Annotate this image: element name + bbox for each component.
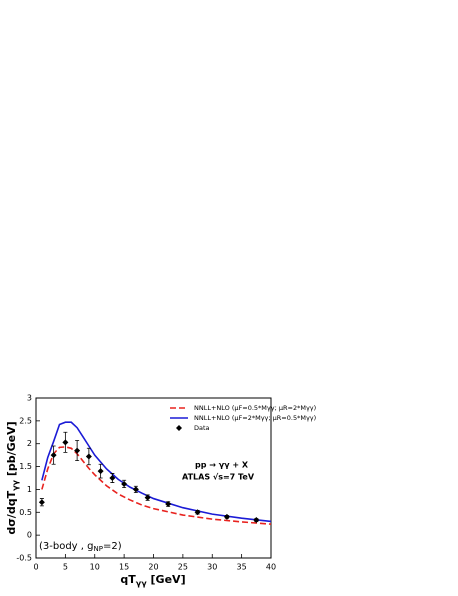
x-tick-label: 20 bbox=[148, 563, 158, 572]
y-tick-label: 2.5 bbox=[19, 416, 32, 425]
note-sub: NP bbox=[94, 545, 103, 553]
x-tick-label: 5 bbox=[63, 563, 68, 572]
y-axis-label: dσ/dqTγγ [pb/GeV] bbox=[5, 421, 20, 534]
x-label-sub: γγ bbox=[136, 579, 147, 588]
data-point bbox=[50, 452, 57, 459]
legend-label: NNLL+NLO (μF=2*Mγγ; μR=0.5*Mγγ) bbox=[194, 414, 316, 422]
data-point bbox=[85, 453, 92, 460]
x-tick-label: 40 bbox=[266, 563, 276, 572]
y-tick-label: 1 bbox=[27, 485, 32, 494]
y-tick-label: -0.5 bbox=[16, 554, 32, 563]
annotation: ATLAS √s=7 TeV bbox=[182, 473, 255, 482]
note-part: =2) bbox=[103, 541, 122, 552]
data-point bbox=[132, 486, 139, 493]
x-label-part: qT bbox=[120, 573, 136, 586]
note-part: (3-body , g bbox=[39, 541, 94, 552]
data-point bbox=[121, 480, 128, 487]
x-axis-label: qTγγ [GeV] bbox=[120, 573, 185, 588]
curve bbox=[41, 446, 272, 525]
data-point bbox=[74, 447, 81, 454]
note: (3-body , gNP=2) bbox=[39, 541, 122, 553]
y-label-part: [pb/GeV] bbox=[5, 421, 18, 480]
legend-label: NNLL+NLO (μF=0.5*Mγγ; μR=2*Mγγ) bbox=[194, 404, 316, 412]
data-point bbox=[109, 475, 116, 481]
curve bbox=[41, 421, 272, 523]
x-tick-label: 30 bbox=[207, 563, 217, 572]
y-tick-label: 1.5 bbox=[19, 462, 32, 471]
y-label-sub: γγ bbox=[11, 479, 20, 490]
data-point bbox=[165, 501, 172, 508]
data-point bbox=[223, 513, 230, 520]
annotation: pp → γγ + X bbox=[195, 461, 249, 470]
x-label-part: [GeV] bbox=[147, 573, 186, 586]
data-point bbox=[97, 468, 104, 475]
x-tick-label: 0 bbox=[33, 563, 38, 572]
data-point bbox=[62, 439, 69, 446]
x-tick-label: 35 bbox=[237, 563, 247, 572]
y-tick-label: 0 bbox=[27, 531, 32, 540]
x-tick-label: 10 bbox=[90, 563, 100, 572]
y-tick-label: 3 bbox=[27, 394, 32, 403]
x-tick-label: 25 bbox=[178, 563, 188, 572]
x-tick-label: 15 bbox=[119, 563, 129, 572]
data-point bbox=[38, 499, 45, 506]
y-tick-label: 2 bbox=[27, 439, 32, 448]
y-tick-label: 0.5 bbox=[19, 508, 32, 517]
data-point bbox=[194, 509, 201, 516]
y-label-part: dσ/dqT bbox=[5, 490, 18, 534]
legend-label: Data bbox=[194, 424, 210, 432]
data-point bbox=[253, 517, 260, 524]
legend-marker bbox=[176, 425, 182, 431]
data-point bbox=[144, 494, 151, 501]
